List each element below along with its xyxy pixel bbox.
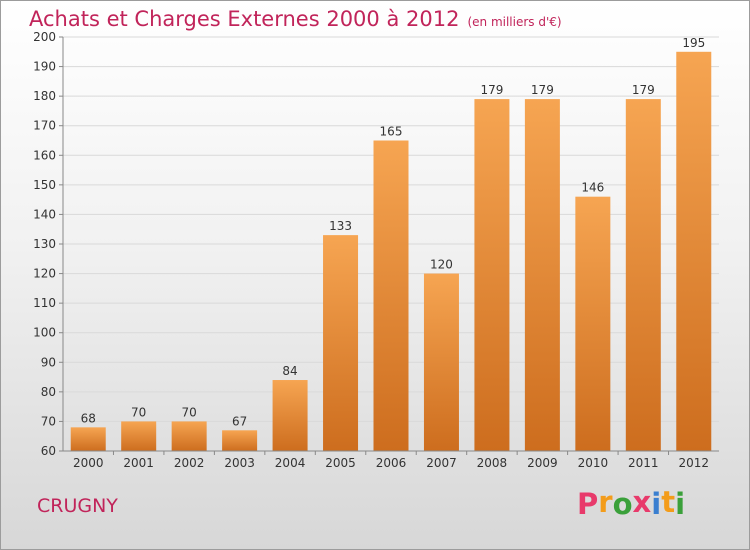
y-tick-label: 120 (33, 267, 56, 281)
data-label-2003: 67 (232, 414, 247, 428)
data-label-2012: 195 (682, 36, 705, 50)
x-tick-label-2005: 2005 (325, 456, 356, 470)
bars (70, 51, 712, 452)
chart-title-text: Achats et Charges Externes 2000 à 2012 (29, 7, 460, 31)
axes (62, 37, 719, 452)
data-label-2004: 84 (282, 364, 297, 378)
y-tick-label: 90 (41, 355, 56, 369)
x-axis-ticks: 2000 2001 2002 2003 2004 2005 2006 2007 2008 2009… (73, 451, 709, 470)
data-label-2006: 165 (380, 125, 403, 139)
data-label-2008: 179 (480, 83, 503, 97)
y-tick-label: 190 (33, 60, 56, 74)
x-tick-label-2010: 2010 (578, 456, 609, 470)
data-label-2010: 146 (581, 181, 604, 195)
logo-letter: r (598, 485, 613, 519)
x-tick-label-2000: 2000 (73, 456, 104, 470)
logo-letter: t (661, 485, 676, 519)
y-tick-label: 140 (33, 207, 56, 221)
bar-2004 (272, 380, 308, 451)
bar-2009 (524, 99, 560, 451)
data-label-2002: 70 (182, 405, 197, 419)
data-label-2001: 70 (131, 405, 146, 419)
y-tick-label: 150 (33, 178, 56, 192)
commune-name: CRUGNY (37, 495, 118, 517)
logo-letter: x (632, 485, 652, 519)
y-tick-label: 60 (41, 444, 56, 458)
y-tick-label: 200 (33, 30, 56, 44)
x-tick-label-2009: 2009 (527, 456, 558, 470)
y-tick-label: 170 (33, 119, 56, 133)
bar-2005 (323, 235, 359, 451)
logo-letter: o (612, 487, 633, 521)
logo-letter: P (577, 487, 599, 521)
x-tick-label-2007: 2007 (426, 456, 457, 470)
x-tick-label-2011: 2011 (628, 456, 659, 470)
data-label-2011: 179 (632, 83, 655, 97)
bar-2002 (171, 421, 207, 451)
bar-2000 (70, 427, 106, 451)
bar-2010 (575, 196, 611, 451)
y-tick-label: 180 (33, 89, 56, 103)
proxiti-logo: Proxiti (577, 485, 686, 521)
bar-2012 (676, 51, 712, 452)
data-label-2007: 120 (430, 258, 453, 272)
x-tick-label-2006: 2006 (376, 456, 407, 470)
bar-2003 (222, 430, 258, 451)
bar-2008 (474, 99, 510, 451)
y-tick-label: 130 (33, 237, 56, 251)
data-label-2000: 68 (81, 411, 96, 425)
data-label-2009: 179 (531, 83, 554, 97)
chart-subtitle: (en milliers d'€) (467, 15, 562, 29)
y-tick-label: 100 (33, 326, 56, 340)
logo-letter: i (675, 487, 686, 521)
bar-2001 (121, 421, 157, 451)
y-tick-label: 110 (33, 296, 56, 310)
x-tick-label-2004: 2004 (275, 456, 306, 470)
bar-2011 (625, 99, 661, 451)
data-labels: 68 70 70 67 84 133 165 120 179 179 146 179 195 (81, 36, 706, 429)
chart-title: Achats et Charges Externes 2000 à 2012 (e… (29, 7, 562, 31)
bar-2007 (423, 273, 459, 451)
x-tick-label-2012: 2012 (678, 456, 709, 470)
x-tick-label-2001: 2001 (123, 456, 154, 470)
x-tick-label-2008: 2008 (477, 456, 508, 470)
x-tick-label-2002: 2002 (174, 456, 205, 470)
data-label-2005: 133 (329, 219, 352, 233)
x-tick-label-2003: 2003 (224, 456, 255, 470)
y-tick-label: 70 (41, 414, 56, 428)
y-tick-label: 80 (41, 385, 56, 399)
y-axis-ticks: 60 70 80 90 100 110 120 130 140 150 160 170 180 190 20… (33, 30, 63, 458)
bar-2006 (373, 140, 409, 451)
logo-letter: i (651, 487, 662, 521)
y-tick-label: 160 (33, 148, 56, 162)
